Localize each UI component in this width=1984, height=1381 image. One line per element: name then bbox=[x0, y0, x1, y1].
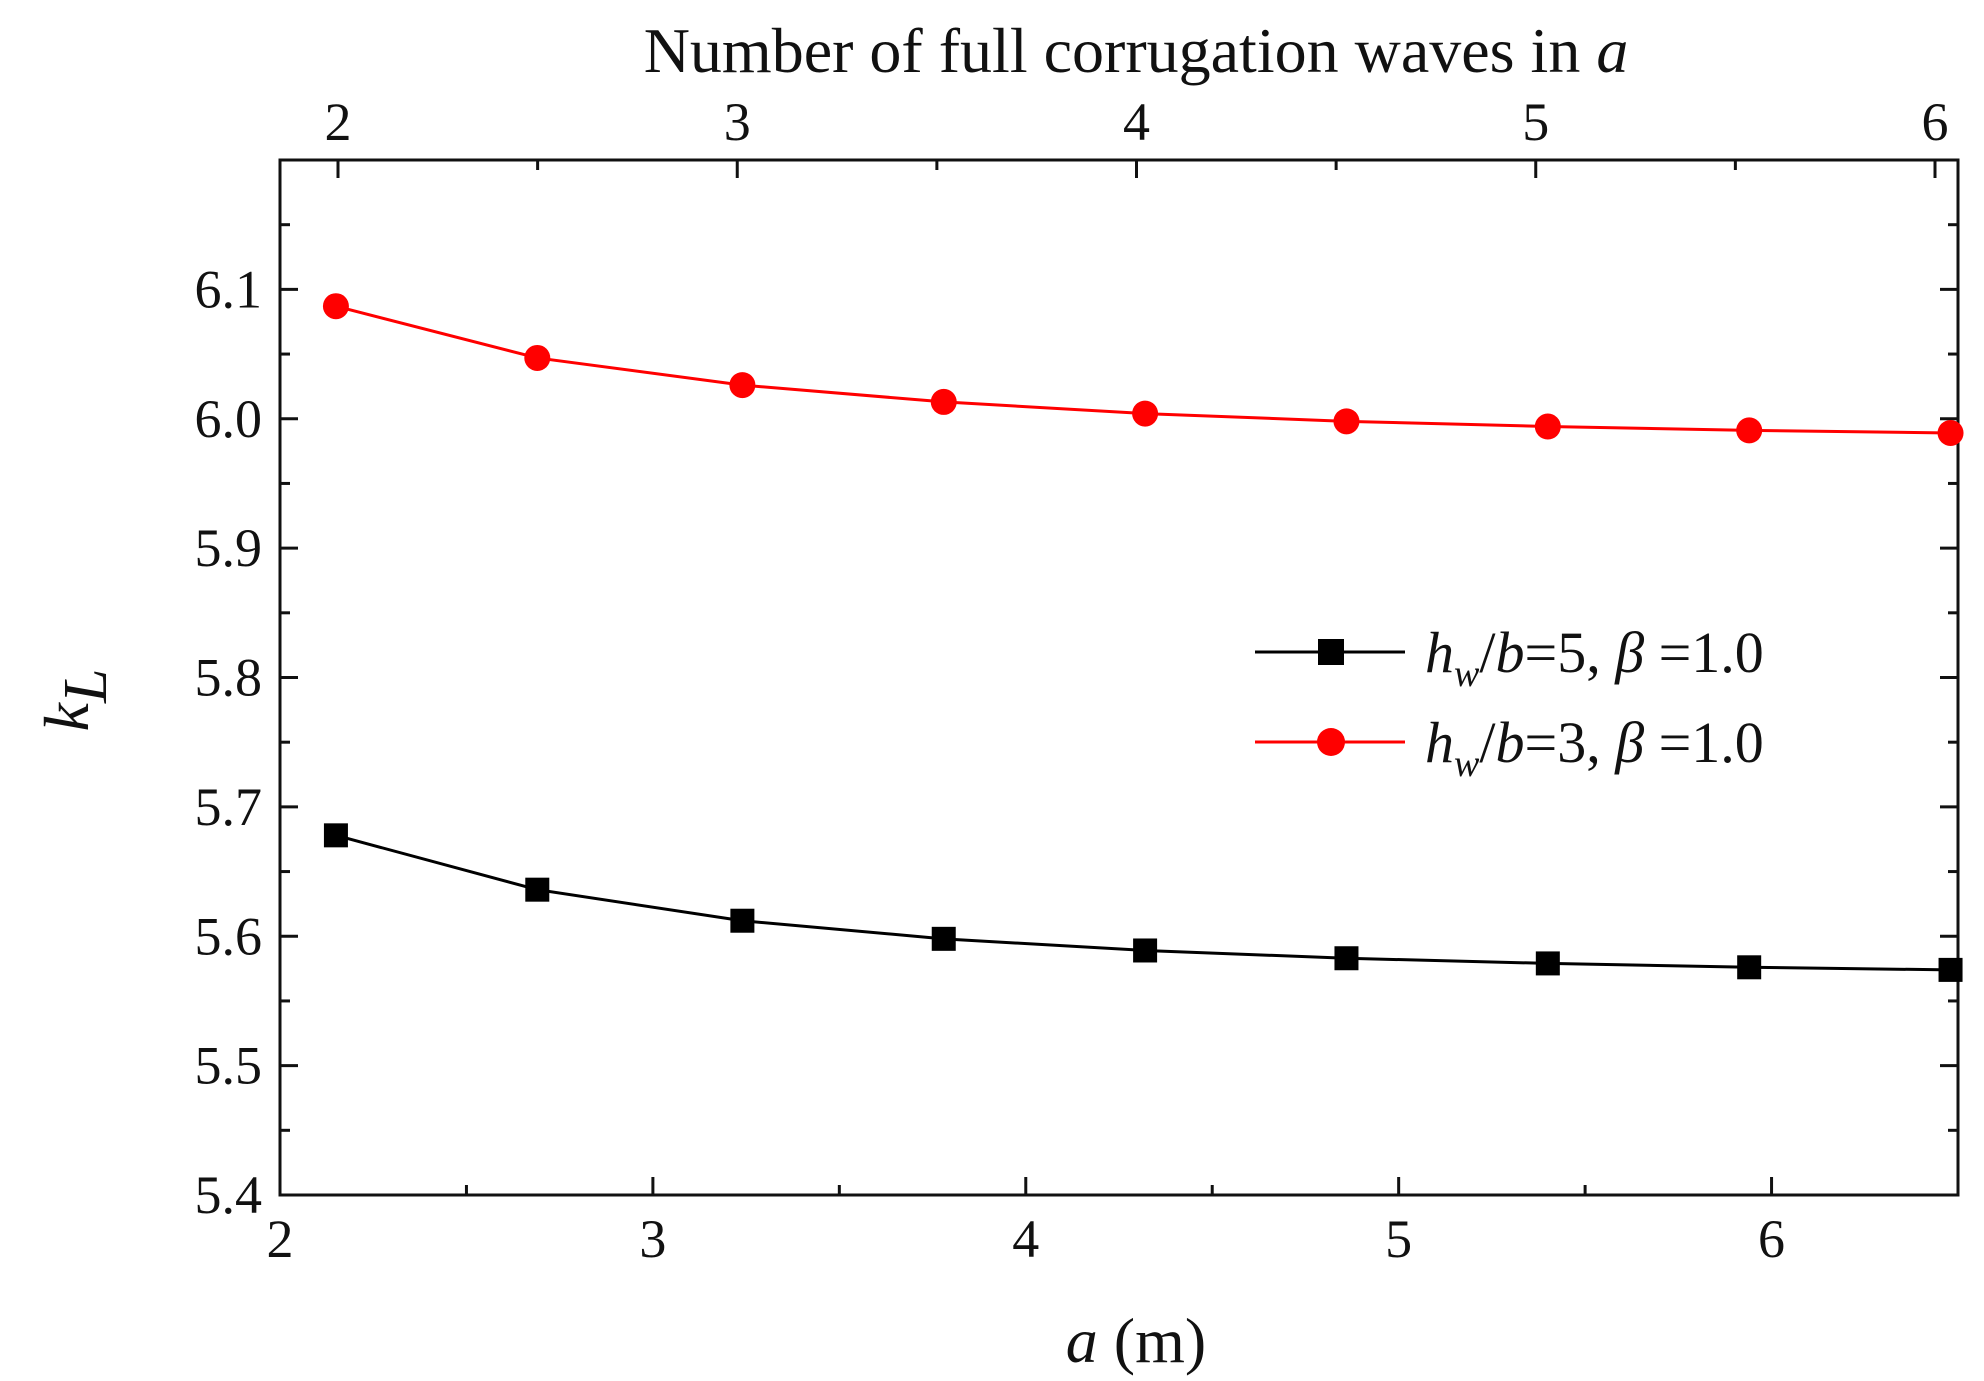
ticks-group: 2 3 4 5 6 5.4 5.5 5.6 5.7 5.8 5.9 6.0 6.1 2 3 4 5 6 bbox=[195, 92, 1958, 1269]
data-point-square bbox=[1938, 957, 1963, 982]
legend-label-part: / bbox=[1479, 710, 1496, 775]
legend-label-part: β bbox=[1614, 710, 1644, 775]
legend-entry: hw/b=3, β =1.0 bbox=[1255, 710, 1764, 785]
top-tick-label: 3 bbox=[724, 92, 751, 152]
data-point-square bbox=[1737, 955, 1762, 980]
data-point-square bbox=[730, 908, 755, 933]
x-tick-label: 3 bbox=[639, 1209, 666, 1269]
y-tick-label: 5.7 bbox=[195, 777, 263, 837]
legend-label-part: =1.0 bbox=[1644, 710, 1764, 775]
data-point-circle bbox=[1937, 419, 1964, 446]
data-point-square bbox=[1334, 946, 1359, 971]
y-tick-label: 5.6 bbox=[195, 906, 263, 966]
x-tick-label: 2 bbox=[267, 1209, 294, 1269]
legend-label: hw/b=3, β =1.0 bbox=[1425, 710, 1764, 785]
legend-marker-square bbox=[1318, 639, 1344, 665]
data-point-circle bbox=[1132, 400, 1159, 427]
top-tick-label: 4 bbox=[1123, 92, 1150, 152]
data-point-circle bbox=[1736, 417, 1763, 444]
legend-label-part: b bbox=[1495, 710, 1524, 775]
legend-label-part: =3, bbox=[1524, 710, 1615, 775]
legend-label-part: h bbox=[1425, 620, 1454, 685]
top-axis-title-text: Number of full corrugation waves in bbox=[644, 15, 1597, 86]
series-1 bbox=[323, 823, 1963, 982]
data-point-circle bbox=[930, 388, 957, 415]
legend-label: hw/b=5, β =1.0 bbox=[1425, 620, 1764, 695]
data-point-square bbox=[1133, 938, 1158, 963]
top-tick-label: 6 bbox=[1922, 92, 1949, 152]
x-axis-title: a (m) bbox=[1066, 1305, 1206, 1376]
data-point-circle bbox=[1534, 413, 1561, 440]
x-axis-title-unit: (m) bbox=[1098, 1305, 1206, 1376]
legend-marker-circle bbox=[1317, 728, 1345, 756]
legend-label-part: w bbox=[1454, 653, 1480, 695]
data-point-circle bbox=[1333, 408, 1360, 435]
top-axis-title-var: a bbox=[1596, 15, 1628, 86]
x-tick-label: 5 bbox=[1385, 1209, 1412, 1269]
data-point-circle bbox=[524, 344, 551, 371]
series-2 bbox=[322, 293, 1964, 446]
data-point-square bbox=[1535, 951, 1560, 976]
data-point-square bbox=[931, 926, 956, 951]
data-point-square bbox=[323, 823, 348, 848]
y-tick-label: 6.0 bbox=[195, 389, 263, 449]
y-axis-title-sub: L bbox=[52, 669, 120, 704]
labels-group: Number of full corrugation waves in a a … bbox=[31, 15, 1628, 1376]
y-tick-label: 5.9 bbox=[195, 518, 263, 578]
y-tick-label: 5.8 bbox=[195, 648, 263, 708]
legend-label-part: h bbox=[1425, 710, 1454, 775]
y-axis-title-main: k bbox=[31, 701, 102, 731]
legend-label-part: b bbox=[1495, 620, 1524, 685]
top-tick-label: 5 bbox=[1522, 92, 1549, 152]
series-group bbox=[322, 293, 1964, 982]
legend-label-part: =1.0 bbox=[1644, 620, 1764, 685]
data-point-circle bbox=[322, 293, 349, 320]
legend-entry: hw/b=5, β =1.0 bbox=[1255, 620, 1764, 695]
data-point-circle bbox=[729, 372, 756, 399]
y-tick-label: 6.1 bbox=[195, 259, 263, 319]
legend-label-part: β bbox=[1614, 620, 1644, 685]
x-axis-title-var: a bbox=[1066, 1305, 1098, 1376]
legend-label-part: / bbox=[1479, 620, 1496, 685]
legend: hw/b=5, β =1.0hw/b=3, β =1.0 bbox=[1255, 620, 1764, 785]
x-tick-label: 4 bbox=[1012, 1209, 1039, 1269]
y-tick-label: 5.5 bbox=[195, 1036, 263, 1096]
data-point-square bbox=[525, 877, 550, 902]
legend-label-part: w bbox=[1454, 743, 1480, 785]
top-tick-label: 2 bbox=[325, 92, 352, 152]
top-axis-title: Number of full corrugation waves in a bbox=[644, 15, 1629, 86]
legend-label-part: =5, bbox=[1524, 620, 1615, 685]
x-tick-label: 6 bbox=[1758, 1209, 1785, 1269]
y-tick-label: 5.4 bbox=[195, 1165, 263, 1225]
y-axis-title: kL bbox=[31, 669, 120, 732]
